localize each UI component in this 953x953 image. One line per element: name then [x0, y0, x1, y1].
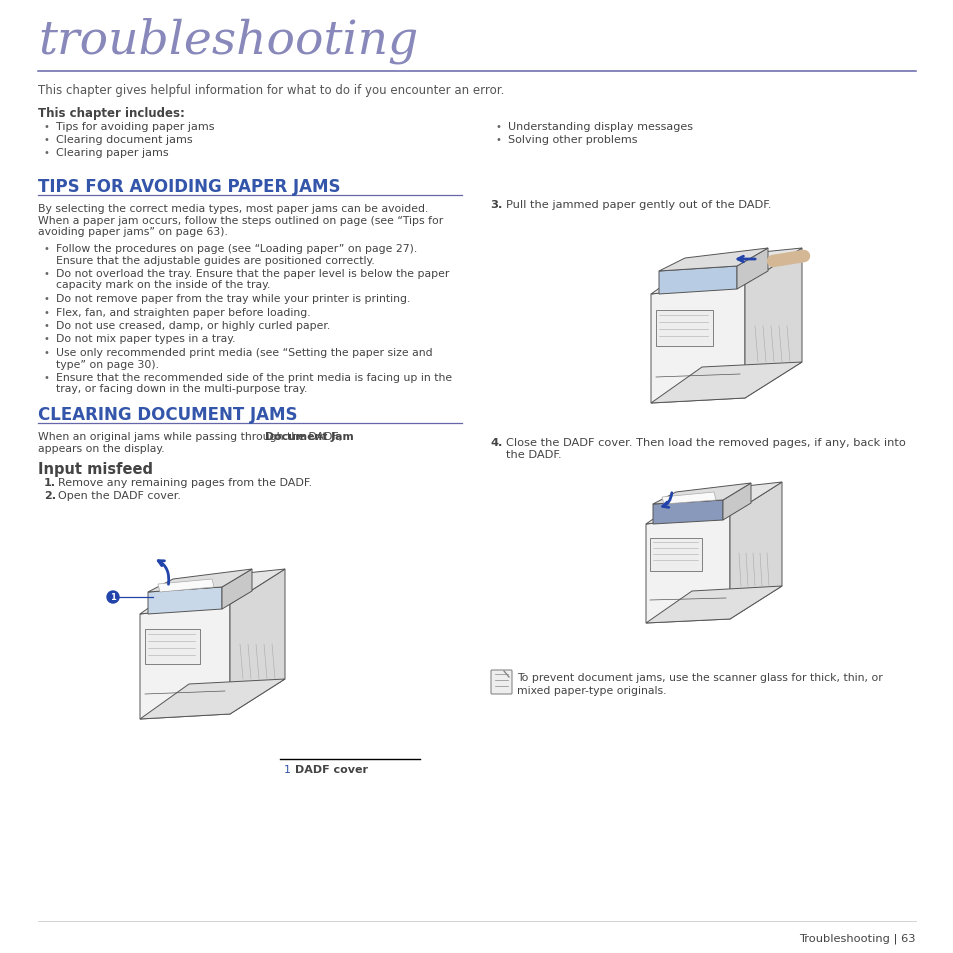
- Text: 1: 1: [110, 593, 116, 602]
- Text: When a paper jam occurs, follow the steps outlined on page (see “Tips for: When a paper jam occurs, follow the step…: [38, 215, 443, 225]
- Text: DADF cover: DADF cover: [294, 764, 368, 774]
- Text: type” on page 30).: type” on page 30).: [56, 359, 159, 369]
- Polygon shape: [645, 516, 729, 623]
- Text: Ensure that the recommended side of the print media is facing up in the: Ensure that the recommended side of the …: [56, 373, 452, 382]
- Text: 4.: 4.: [490, 437, 502, 448]
- Polygon shape: [722, 483, 750, 520]
- Text: Tips for avoiding paper jams: Tips for avoiding paper jams: [56, 122, 214, 132]
- Polygon shape: [661, 493, 716, 504]
- Text: •: •: [44, 244, 50, 253]
- Text: Open the DADF cover.: Open the DADF cover.: [58, 491, 181, 500]
- Text: 3.: 3.: [490, 200, 502, 210]
- Circle shape: [107, 592, 119, 603]
- Text: 2.: 2.: [44, 491, 56, 500]
- Text: •: •: [44, 348, 50, 357]
- Text: Pull the jammed paper gently out of the DADF.: Pull the jammed paper gently out of the …: [505, 200, 771, 210]
- Text: Document Jam: Document Jam: [265, 432, 354, 441]
- Polygon shape: [230, 569, 285, 714]
- Text: •: •: [44, 335, 50, 344]
- Text: Do not mix paper types in a tray.: Do not mix paper types in a tray.: [56, 335, 235, 344]
- Polygon shape: [729, 482, 781, 619]
- Polygon shape: [148, 587, 222, 615]
- Text: capacity mark on the inside of the tray.: capacity mark on the inside of the tray.: [56, 280, 270, 291]
- Text: Flex, fan, and straighten paper before loading.: Flex, fan, and straighten paper before l…: [56, 307, 311, 317]
- Bar: [145, 629, 200, 664]
- Text: By selecting the correct media types, most paper jams can be avoided.: By selecting the correct media types, mo…: [38, 204, 428, 213]
- Polygon shape: [140, 679, 285, 720]
- Text: •: •: [44, 373, 50, 382]
- Text: Understanding display messages: Understanding display messages: [507, 122, 692, 132]
- Text: appears on the display.: appears on the display.: [38, 443, 165, 454]
- Text: •: •: [44, 307, 50, 317]
- Text: CLEARING DOCUMENT JAMS: CLEARING DOCUMENT JAMS: [38, 406, 297, 423]
- Polygon shape: [659, 249, 767, 272]
- Text: Do not use creased, damp, or highly curled paper.: Do not use creased, damp, or highly curl…: [56, 320, 330, 331]
- Text: 1.: 1.: [44, 477, 56, 488]
- Text: •: •: [496, 135, 501, 145]
- Polygon shape: [737, 249, 767, 290]
- Polygon shape: [148, 569, 252, 593]
- Text: •: •: [44, 122, 50, 132]
- Text: mixed paper-type originals.: mixed paper-type originals.: [517, 685, 666, 696]
- Text: •: •: [44, 148, 50, 158]
- FancyBboxPatch shape: [491, 670, 512, 695]
- Text: Clearing paper jams: Clearing paper jams: [56, 148, 169, 158]
- Text: •: •: [44, 269, 50, 278]
- Text: When an original jams while passing through the DADF,: When an original jams while passing thro…: [38, 432, 345, 441]
- Polygon shape: [158, 579, 213, 593]
- Text: TIPS FOR AVOIDING PAPER JAMS: TIPS FOR AVOIDING PAPER JAMS: [38, 178, 340, 195]
- Text: Troubleshooting | 63: Troubleshooting | 63: [799, 933, 915, 943]
- Polygon shape: [650, 249, 801, 294]
- Text: Remove any remaining pages from the DADF.: Remove any remaining pages from the DADF…: [58, 477, 312, 488]
- Text: tray, or facing down in the multi-purpose tray.: tray, or facing down in the multi-purpos…: [56, 384, 307, 395]
- Polygon shape: [222, 569, 252, 609]
- Text: •: •: [44, 135, 50, 145]
- Polygon shape: [659, 267, 737, 294]
- Text: •: •: [44, 294, 50, 304]
- Polygon shape: [650, 363, 801, 403]
- Text: Do not overload the tray. Ensure that the paper level is below the paper: Do not overload the tray. Ensure that th…: [56, 269, 449, 278]
- Polygon shape: [744, 249, 801, 398]
- Text: troubleshooting: troubleshooting: [38, 18, 417, 65]
- Polygon shape: [140, 604, 230, 720]
- Text: Do not remove paper from the tray while your printer is printing.: Do not remove paper from the tray while …: [56, 294, 410, 304]
- Polygon shape: [652, 483, 750, 504]
- Polygon shape: [140, 569, 285, 615]
- Text: •: •: [496, 122, 501, 132]
- Text: To prevent document jams, use the scanner glass for thick, thin, or: To prevent document jams, use the scanne…: [517, 672, 882, 682]
- Text: Solving other problems: Solving other problems: [507, 135, 637, 145]
- Polygon shape: [652, 500, 722, 524]
- Text: Clearing document jams: Clearing document jams: [56, 135, 193, 145]
- Polygon shape: [650, 285, 744, 403]
- Text: the DADF.: the DADF.: [505, 450, 561, 459]
- Text: Follow the procedures on page (see “Loading paper” on page 27).: Follow the procedures on page (see “Load…: [56, 244, 416, 253]
- Bar: [649, 538, 701, 572]
- Text: Close the DADF cover. Then load the removed pages, if any, back into: Close the DADF cover. Then load the remo…: [505, 437, 905, 448]
- Bar: [656, 311, 712, 347]
- Polygon shape: [645, 586, 781, 623]
- Text: This chapter gives helpful information for what to do if you encounter an error.: This chapter gives helpful information f…: [38, 84, 504, 97]
- Text: •: •: [44, 320, 50, 331]
- Text: Input misfeed: Input misfeed: [38, 461, 152, 476]
- Text: avoiding paper jams” on page 63).: avoiding paper jams” on page 63).: [38, 227, 228, 236]
- Text: This chapter includes:: This chapter includes:: [38, 107, 185, 120]
- Text: 1: 1: [284, 764, 291, 774]
- Polygon shape: [645, 482, 781, 524]
- Text: Ensure that the adjustable guides are positioned correctly.: Ensure that the adjustable guides are po…: [56, 255, 375, 265]
- Text: Use only recommended print media (see “Setting the paper size and: Use only recommended print media (see “S…: [56, 348, 432, 357]
